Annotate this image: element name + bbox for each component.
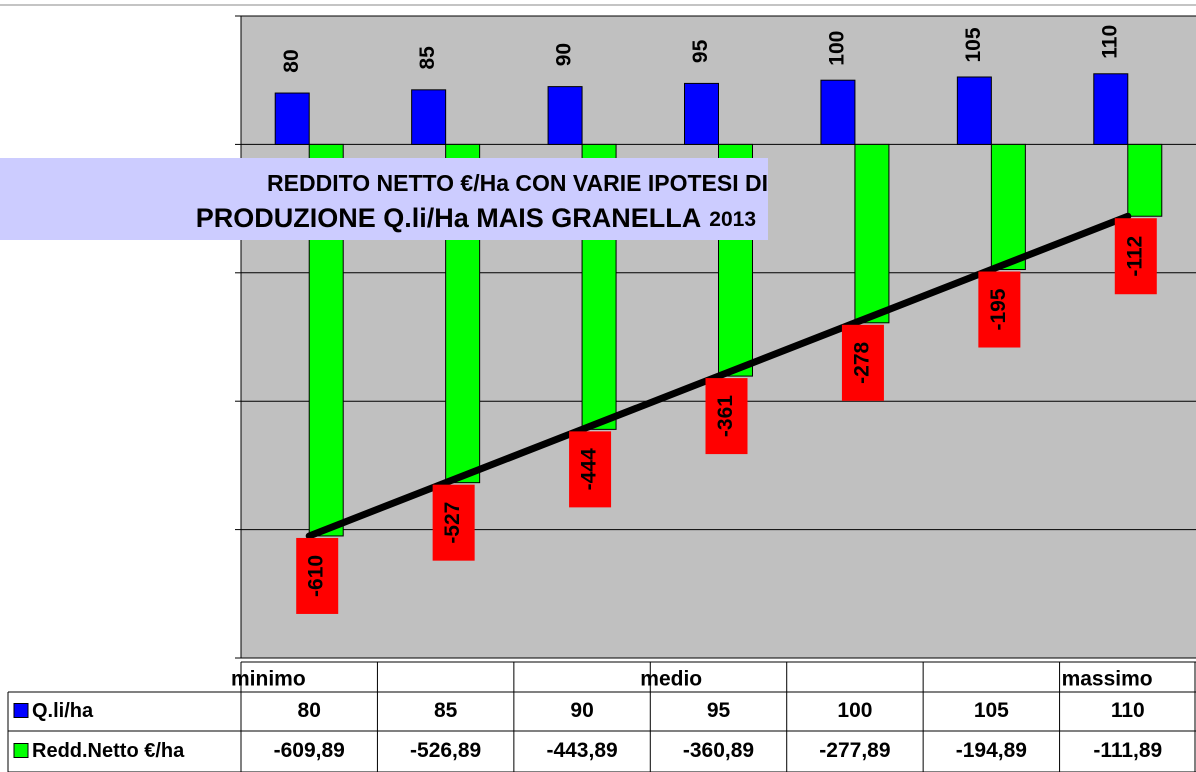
table-cell: 105 [974, 699, 1009, 722]
legend-swatch [13, 703, 29, 718]
bar [547, 86, 583, 145]
chart-title: PRODUZIONE Q.li/Ha MAIS GRANELLA 2013 [196, 203, 756, 233]
bar [411, 89, 447, 145]
label-box [705, 378, 748, 455]
bar [274, 92, 310, 145]
bar [956, 76, 992, 145]
table-cell: 110 [1111, 699, 1145, 722]
data-label: -361 [714, 395, 737, 437]
label-box [841, 324, 884, 401]
bar [854, 143, 890, 324]
data-label: -195 [987, 288, 1010, 330]
data-label: -527 [441, 502, 464, 544]
data-label: -444 [578, 448, 601, 490]
table-cell: -609,89 [274, 739, 345, 762]
data-label: 85 [416, 46, 439, 70]
data-label: -278 [850, 341, 873, 383]
table-cell: -277,89 [819, 739, 890, 762]
label-box [978, 271, 1021, 348]
data-label: 100 [825, 31, 848, 66]
chart-title: 2013 [709, 208, 756, 231]
bar [684, 82, 719, 145]
table-cell: 100 [837, 699, 872, 722]
data-label: 95 [689, 39, 712, 63]
legend-swatch [13, 743, 29, 758]
bar [1127, 143, 1163, 217]
label-box [1114, 218, 1157, 295]
data-label: 105 [962, 27, 985, 62]
chart-title: PRODUZIONE Q.li/Ha MAIS GRANELLA [196, 203, 702, 233]
x-tick-label: medio [640, 668, 702, 691]
table-cell: 85 [434, 699, 458, 722]
table-cell: -526,89 [410, 739, 481, 762]
bar [1093, 73, 1129, 145]
bar [820, 79, 856, 145]
table-cell: 95 [707, 699, 731, 722]
title-box [0, 158, 768, 240]
label-box [296, 537, 339, 614]
label-box [432, 484, 475, 561]
x-tick-label: massimo [1062, 668, 1153, 691]
data-label: -112 [1123, 236, 1146, 277]
data-label: -610 [305, 555, 328, 597]
table-cell: -360,89 [683, 739, 754, 762]
x-tick-label: minimo [231, 668, 306, 691]
legend-label: Q.li/ha [32, 700, 94, 722]
data-label: 80 [280, 49, 303, 72]
bar [990, 143, 1026, 271]
table-cell: -111,89 [1093, 739, 1162, 762]
table-cell: 80 [298, 699, 321, 722]
trend-line [305, 212, 1132, 540]
legend-label: Redd.Netto €/ha [32, 740, 185, 762]
chart-title: REDDITO NETTO €/Ha CON VARIE IPOTESI DI [267, 170, 768, 196]
data-label: 110 [1098, 25, 1121, 59]
table-cell: -443,89 [546, 739, 617, 762]
table-cell: 90 [570, 699, 593, 722]
label-box [569, 431, 612, 508]
table-cell: -194,89 [956, 739, 1027, 762]
data-label: 90 [553, 43, 576, 66]
